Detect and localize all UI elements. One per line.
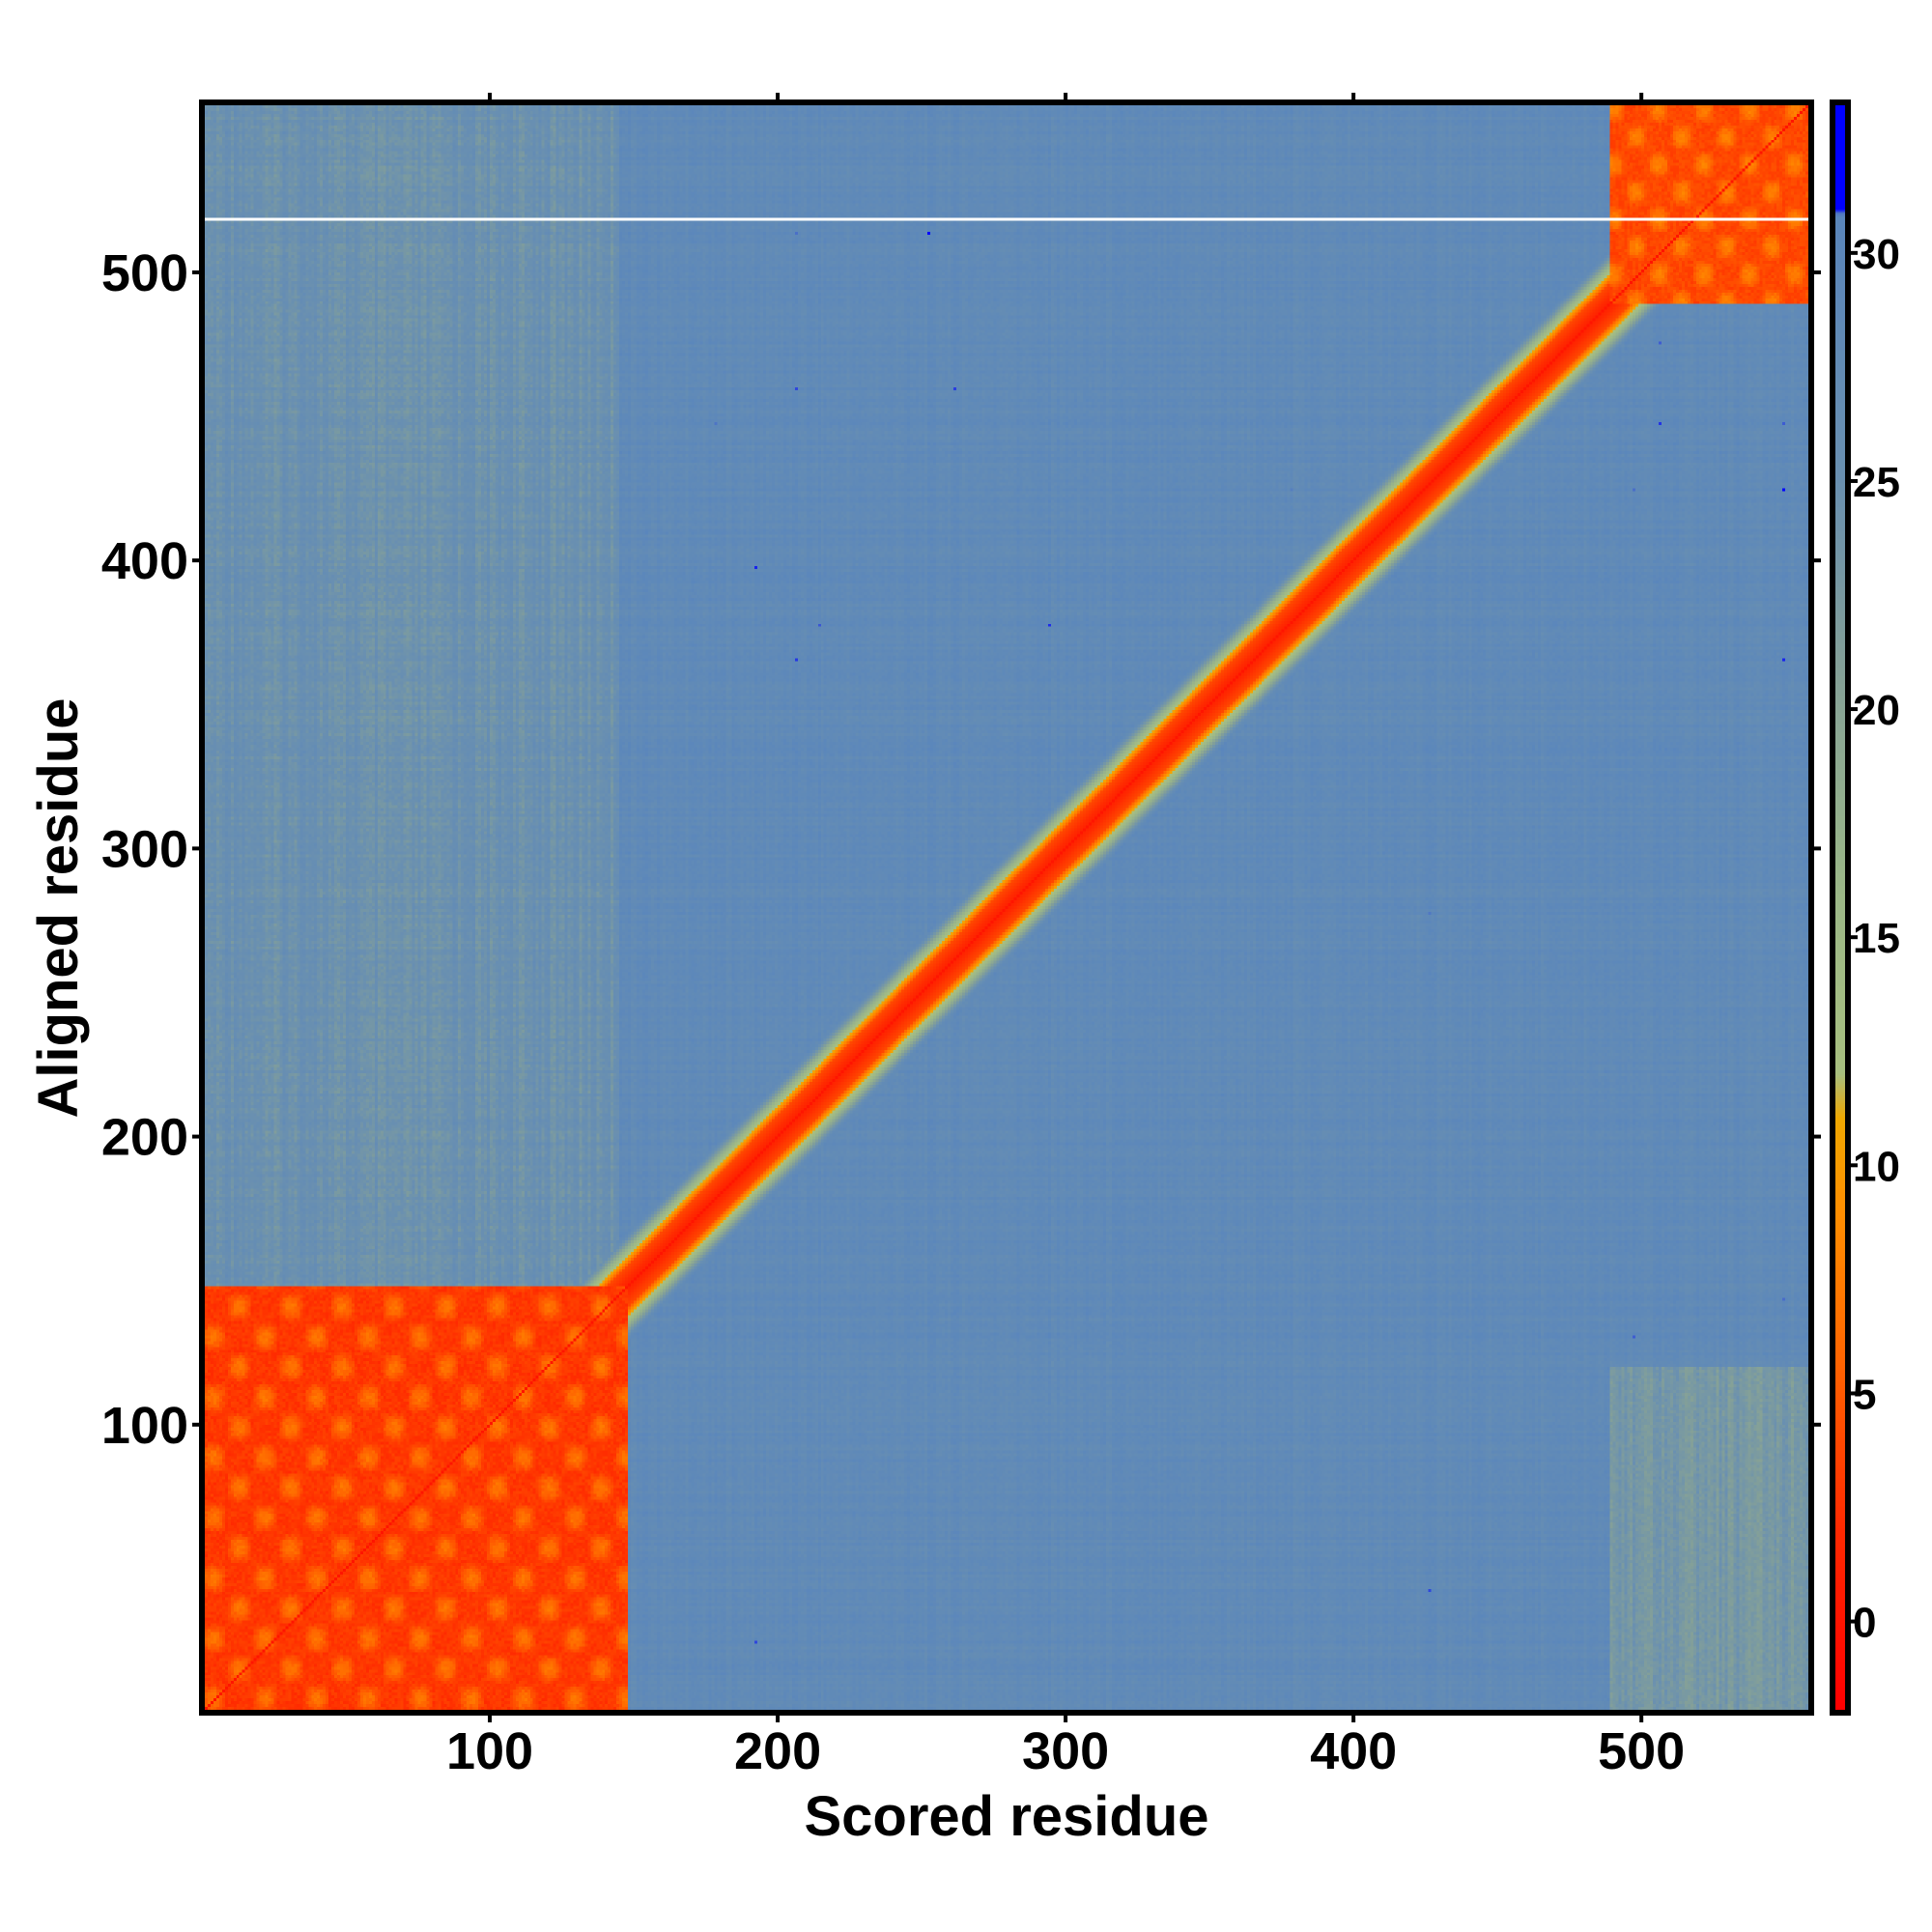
- y-tick-label: 200: [101, 1109, 188, 1167]
- colorbar-tick-label: 20: [1853, 687, 1900, 734]
- colorbar-tick-label: 25: [1853, 459, 1900, 506]
- colorbar-tick-label: 15: [1853, 915, 1900, 962]
- y-tick-label: 500: [101, 244, 188, 302]
- x-tick-label: 200: [734, 1722, 821, 1780]
- y-axis-title: Aligned residue: [27, 697, 90, 1118]
- colorbar-tick-label: 30: [1853, 231, 1900, 278]
- colorbar-gradient: [1833, 102, 1848, 1713]
- x-tick-label: 300: [1022, 1722, 1109, 1780]
- colorbar-tick-label: 5: [1853, 1371, 1876, 1418]
- x-tick-label: 100: [446, 1722, 533, 1780]
- colorbar-tick-label: 10: [1853, 1143, 1900, 1190]
- x-axis-title: Scored residue: [804, 1785, 1208, 1848]
- heatmap-cells: [202, 102, 1811, 1713]
- y-tick-label: 400: [101, 532, 188, 590]
- x-tick-label: 400: [1310, 1722, 1397, 1780]
- x-tick-label: 500: [1598, 1722, 1685, 1780]
- colorbar-frame: [1830, 99, 1851, 1716]
- y-tick-label: 300: [101, 820, 188, 878]
- colorbar-tick-label: 0: [1853, 1600, 1876, 1647]
- y-tick-label: 100: [101, 1397, 188, 1455]
- plot-frame: [199, 99, 1814, 1716]
